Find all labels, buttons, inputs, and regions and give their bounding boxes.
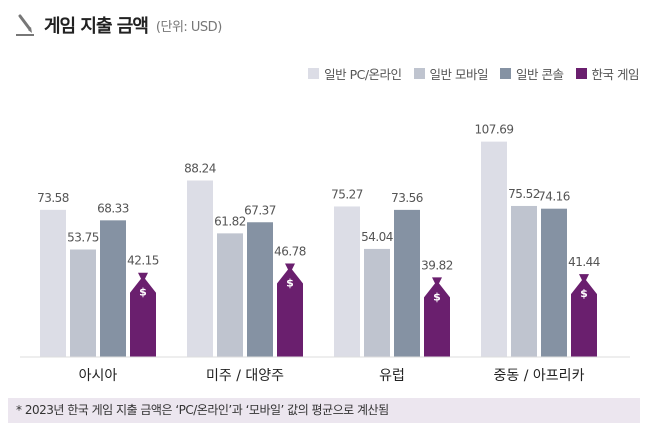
bar-money-bag xyxy=(130,272,156,357)
data-label: 39.82 xyxy=(421,258,453,272)
bar xyxy=(100,220,126,357)
dollar-icon: $ xyxy=(433,290,441,303)
legend-swatch xyxy=(500,68,512,79)
bar xyxy=(481,141,507,357)
data-label: 46.78 xyxy=(274,244,306,258)
category-label: 미주 / 대양주 xyxy=(206,368,284,384)
bar-money-bag xyxy=(424,277,450,357)
data-label: 74.16 xyxy=(538,190,570,204)
legend-item: 일반 콘솔 xyxy=(500,64,564,83)
unit-text: (단위: USD) xyxy=(155,19,222,35)
data-label: 73.56 xyxy=(391,191,423,205)
category-label: 중동 / 아프리카 xyxy=(494,368,585,384)
bar xyxy=(364,248,390,357)
footnote: * 2023년 한국 게임 지출 금액은 ‘PC/온라인’과 ‘모바일’ 값의 … xyxy=(8,398,640,423)
data-label: 68.33 xyxy=(97,201,129,215)
legend-swatch xyxy=(413,68,425,79)
legend-label: 일반 모바일 xyxy=(429,67,489,82)
category-label: 유럽 xyxy=(379,368,405,384)
chart-title: 게임 지출 금액 (단위: USD) xyxy=(14,12,222,38)
bar xyxy=(394,209,420,357)
bar xyxy=(541,208,567,357)
data-label: 107.69 xyxy=(475,123,514,137)
data-label: 41.44 xyxy=(568,255,600,269)
legend-item: 일반 모바일 xyxy=(413,64,489,83)
data-label: 75.52 xyxy=(508,187,540,201)
legend: 일반 PC/온라인 일반 모바일 일반 콘솔 한국 게임 xyxy=(308,64,640,83)
legend-label: 한국 게임 xyxy=(591,67,640,82)
bar xyxy=(40,209,66,357)
title-text: 게임 지출 금액 xyxy=(44,16,149,37)
dollar-icon: $ xyxy=(286,276,294,289)
bar xyxy=(70,249,96,357)
legend-label: 일반 PC/온라인 xyxy=(324,67,402,82)
data-label: 88.24 xyxy=(184,162,216,176)
data-label: 42.15 xyxy=(127,254,159,268)
bar-money-bag xyxy=(277,263,303,357)
legend-item: 한국 게임 xyxy=(575,64,640,83)
dollar-icon: $ xyxy=(580,287,588,300)
bar xyxy=(217,233,243,357)
legend-swatch xyxy=(308,68,320,79)
data-label: 73.58 xyxy=(37,191,69,205)
bar xyxy=(334,206,360,357)
data-label: 75.27 xyxy=(331,187,363,201)
legend-label: 일반 콘솔 xyxy=(516,67,564,82)
data-label: 53.75 xyxy=(67,231,99,245)
data-label: 54.04 xyxy=(361,230,393,244)
data-label: 67.37 xyxy=(244,203,276,217)
bar xyxy=(511,205,537,357)
legend-item: 일반 PC/온라인 xyxy=(308,64,402,83)
bar xyxy=(187,180,213,357)
category-label: 아시아 xyxy=(79,368,118,384)
pencil-icon xyxy=(16,14,34,36)
dollar-icon: $ xyxy=(139,286,147,299)
bar-money-bag xyxy=(571,274,597,357)
bar xyxy=(247,222,273,357)
data-label: 61.82 xyxy=(214,214,246,228)
legend-swatch xyxy=(575,68,587,79)
